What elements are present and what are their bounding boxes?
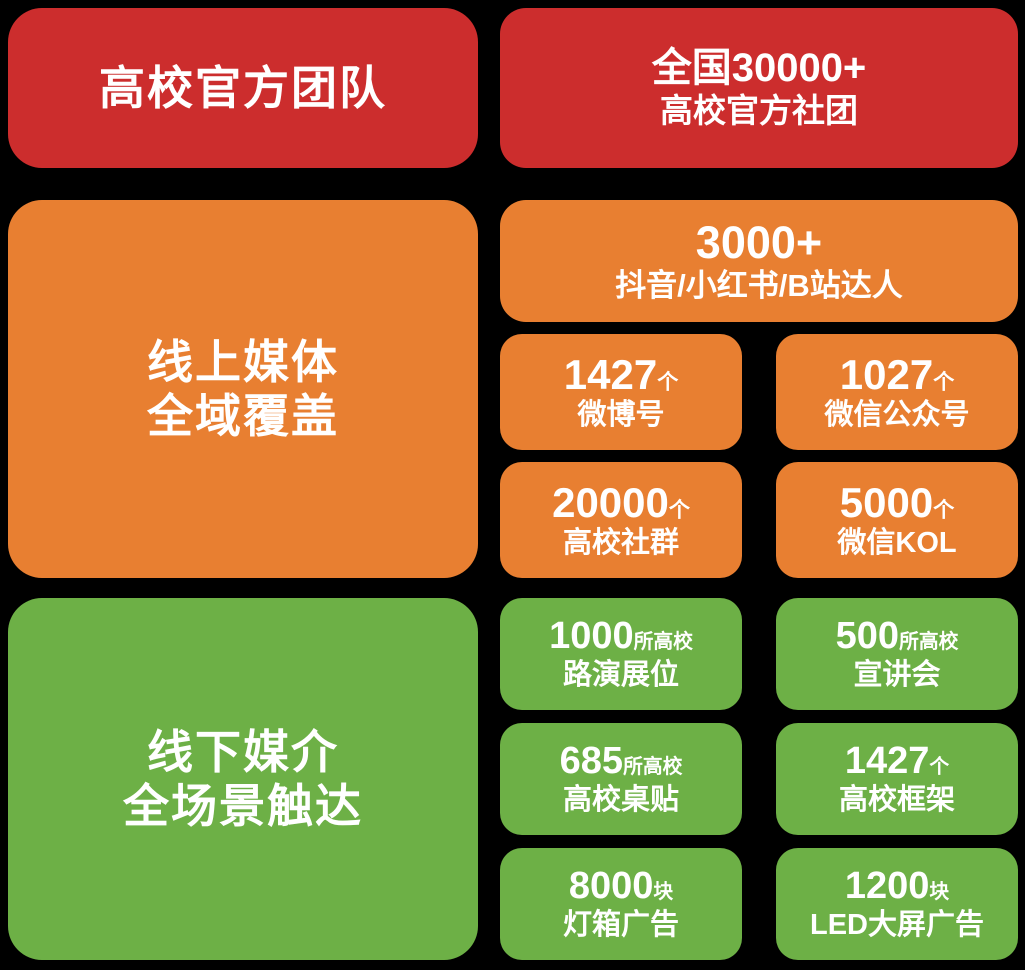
- card-official-clubs-number: 全国30000+: [652, 47, 867, 89]
- green-card-row-3: 8000块 灯箱广告 1200块 LED大屏广告: [500, 848, 1018, 960]
- card-official-clubs[interactable]: 全国30000+ 高校官方社团: [500, 8, 1018, 168]
- section-official-team: 高校官方团队 全国30000+ 高校官方社团: [0, 8, 1025, 168]
- card-wechat-kol-number: 5000个: [839, 478, 955, 526]
- card-kol-influencers[interactable]: 3000+ 抖音/小红书/B站达人: [500, 200, 1018, 322]
- card-lightbox-ads-number: 8000块: [568, 864, 674, 907]
- card-led-screen-ads-unit: 块: [929, 880, 950, 903]
- card-lightbox-ads-value: 8000: [568, 864, 654, 907]
- card-wechat-kol-unit: 个: [933, 498, 955, 522]
- card-official-clubs-value: 30000+: [731, 45, 867, 90]
- section-offline-media: 线下媒介 全场景触达 1000所高校 路演展位 500所高校 宣讲会 685所高…: [0, 598, 1025, 960]
- green-card-column: 1000所高校 路演展位 500所高校 宣讲会 685所高校 高校桌贴 1427…: [500, 598, 1018, 960]
- card-wechat-official-accounts-value: 1027: [839, 350, 934, 398]
- card-campus-frames-value: 1427: [844, 739, 930, 782]
- red-card-column: 全国30000+ 高校官方社团: [500, 8, 1018, 168]
- card-weibo-accounts[interactable]: 1427个 微博号: [500, 334, 742, 450]
- card-official-clubs-prefix: 全国: [651, 45, 732, 90]
- card-desk-stickers-unit: 所高校: [623, 755, 683, 778]
- panel-offline-line-2: 全场景触达: [123, 780, 363, 832]
- card-campus-groups-unit: 个: [668, 498, 690, 522]
- card-wechat-kol-label: 微信KOL: [837, 526, 957, 559]
- panel-title-line-1: 高校官方团队: [99, 61, 387, 114]
- card-desk-stickers-number: 685所高校: [559, 739, 683, 782]
- card-led-screen-ads-value: 1200: [844, 864, 930, 907]
- card-lightbox-ads[interactable]: 8000块 灯箱广告: [500, 848, 742, 960]
- panel-online-media: 线上媒体 全域覆盖: [8, 200, 478, 578]
- card-roadshow-booths-label: 路演展位: [562, 658, 679, 691]
- card-roadshow-booths[interactable]: 1000所高校 路演展位: [500, 598, 742, 710]
- green-card-row-2: 685所高校 高校桌贴 1427个 高校框架: [500, 723, 1018, 835]
- card-desk-stickers[interactable]: 685所高校 高校桌贴: [500, 723, 742, 835]
- card-weibo-accounts-value: 1427: [563, 350, 658, 398]
- card-official-clubs-label: 高校官方社团: [660, 91, 858, 129]
- card-campus-frames-label: 高校框架: [838, 783, 955, 816]
- card-info-sessions-unit: 所高校: [899, 630, 959, 653]
- green-card-row-1: 1000所高校 路演展位 500所高校 宣讲会: [500, 598, 1018, 710]
- card-campus-groups-label: 高校社群: [562, 526, 679, 559]
- card-info-sessions-value: 500: [835, 614, 900, 657]
- card-info-sessions-number: 500所高校: [835, 614, 959, 657]
- card-lightbox-ads-label: 灯箱广告: [562, 908, 679, 941]
- card-kol-influencers-label: 抖音/小红书/B站达人: [615, 267, 903, 303]
- panel-offline-media-title: 线下媒介 全场景触达: [123, 725, 363, 834]
- card-lightbox-ads-unit: 块: [653, 880, 674, 903]
- panel-online-line-2: 全域覆盖: [147, 390, 339, 442]
- orange-card-row-1: 1427个 微博号 1027个 微信公众号: [500, 334, 1018, 450]
- panel-official-team: 高校官方团队: [8, 8, 478, 168]
- card-roadshow-booths-value: 1000: [549, 614, 634, 657]
- card-campus-groups[interactable]: 20000个 高校社群: [500, 462, 742, 578]
- orange-card-row-2: 20000个 高校社群 5000个 微信KOL: [500, 462, 1018, 578]
- card-info-sessions[interactable]: 500所高校 宣讲会: [776, 598, 1018, 710]
- card-kol-influencers-number: 3000+: [695, 216, 823, 268]
- card-led-screen-ads[interactable]: 1200块 LED大屏广告: [776, 848, 1018, 960]
- card-roadshow-booths-unit: 所高校: [633, 630, 693, 653]
- panel-offline-line-1: 线下媒介: [147, 725, 339, 778]
- card-campus-frames[interactable]: 1427个 高校框架: [776, 723, 1018, 835]
- card-campus-frames-unit: 个: [929, 755, 950, 778]
- card-weibo-accounts-number: 1427个: [563, 350, 679, 398]
- card-info-sessions-label: 宣讲会: [853, 658, 941, 691]
- card-roadshow-booths-number: 1000所高校: [549, 614, 693, 657]
- card-campus-groups-number: 20000个: [552, 478, 690, 526]
- card-desk-stickers-label: 高校桌贴: [562, 783, 679, 816]
- card-wechat-kol[interactable]: 5000个 微信KOL: [776, 462, 1018, 578]
- panel-online-line-1: 线上媒体: [147, 335, 339, 388]
- panel-official-team-title: 高校官方团队: [99, 61, 387, 115]
- card-wechat-kol-value: 5000: [839, 478, 934, 526]
- card-led-screen-ads-label: LED大屏广告: [809, 908, 984, 941]
- card-campus-groups-value: 20000: [552, 478, 669, 526]
- panel-online-media-title: 线上媒体 全域覆盖: [147, 335, 339, 444]
- card-wechat-official-accounts-number: 1027个: [839, 350, 955, 398]
- panel-offline-media: 线下媒介 全场景触达: [8, 598, 478, 960]
- card-weibo-accounts-label: 微博号: [577, 398, 665, 431]
- card-wechat-official-accounts[interactable]: 1027个 微信公众号: [776, 334, 1018, 450]
- card-weibo-accounts-unit: 个: [657, 370, 679, 394]
- card-led-screen-ads-number: 1200块: [844, 864, 950, 907]
- section-online-media: 线上媒体 全域覆盖 3000+ 抖音/小红书/B站达人 1427个 微博号 10…: [0, 200, 1025, 578]
- card-desk-stickers-value: 685: [559, 739, 624, 782]
- card-campus-frames-number: 1427个: [844, 739, 950, 782]
- card-wechat-official-accounts-unit: 个: [933, 370, 955, 394]
- orange-card-column: 3000+ 抖音/小红书/B站达人 1427个 微博号 1027个 微信公众号 …: [500, 200, 1018, 578]
- card-wechat-official-accounts-label: 微信公众号: [824, 398, 970, 431]
